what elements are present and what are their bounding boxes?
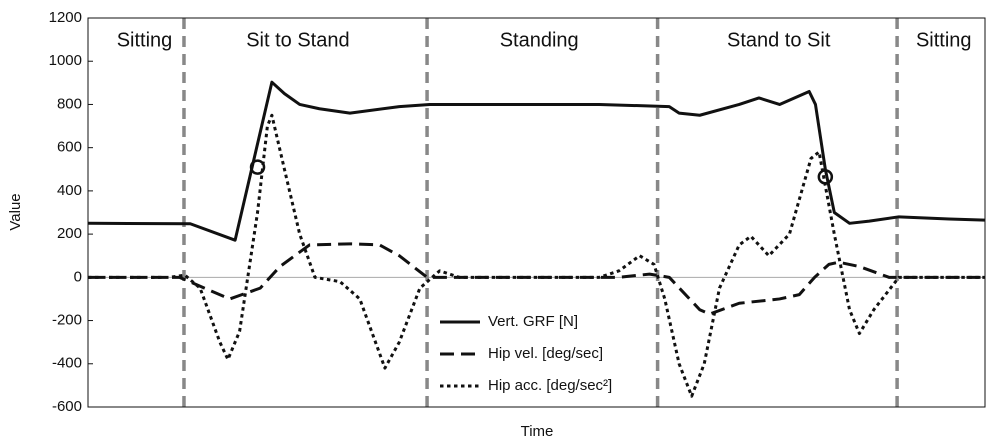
y-tick-label: -400	[52, 355, 82, 372]
phase-label: Stand to Sit	[727, 29, 831, 51]
legend-label: Hip vel. [deg/sec]	[488, 345, 603, 362]
series-line	[87, 80, 986, 242]
phase-label: Sit to Stand	[246, 29, 349, 51]
plot-frame	[87, 17, 986, 408]
y-tick-label: 200	[57, 225, 82, 242]
y-tick-label: 600	[57, 139, 82, 156]
legend-label: Hip acc. [deg/sec²]	[488, 377, 612, 394]
series-line	[88, 242, 985, 316]
y-axis-label: Value	[7, 193, 24, 230]
y-tick-label: 400	[57, 182, 82, 199]
marker	[249, 159, 266, 175]
series-line	[88, 113, 985, 398]
y-tick-label: -600	[52, 398, 82, 415]
y-tick-label: 0	[74, 268, 82, 285]
y-tick-label: 800	[57, 95, 82, 112]
y-tick-label: 1000	[49, 52, 82, 69]
y-tick-label: -200	[52, 312, 82, 329]
phase-label: Sitting	[916, 29, 972, 51]
marker	[817, 169, 834, 185]
phase-label: Sitting	[117, 29, 173, 51]
y-tick-label: 1200	[49, 9, 82, 26]
x-axis-label: Time	[521, 423, 554, 440]
phase-label: Standing	[500, 29, 579, 51]
legend-label: Vert. GRF [N]	[488, 313, 578, 330]
